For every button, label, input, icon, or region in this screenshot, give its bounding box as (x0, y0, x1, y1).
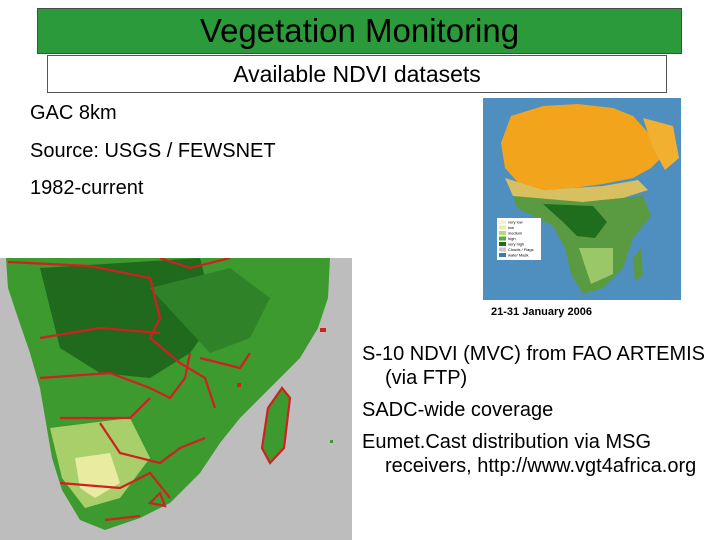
page-subtitle: Available NDVI datasets (233, 60, 481, 87)
sahel-region (505, 178, 648, 202)
dataset-resolution: GAC 8km (30, 102, 117, 124)
bullet-item: S-10 NDVI (MVC) from FAO ARTEMIS (via FT… (362, 343, 706, 389)
madagascar-shape (633, 248, 643, 282)
rainforest-region (543, 204, 607, 238)
dense-vegetation-east (150, 268, 270, 353)
dataset-source: Source: USGS / FEWSNET (30, 140, 276, 162)
bullet-item: Eumet.Cast distribution via MSG receiver… (362, 431, 697, 477)
southern-africa-ndvi-map (0, 258, 352, 540)
title-bar: Vegetation Monitoring (37, 8, 682, 54)
country-boundaries (7, 258, 292, 522)
bullet-item: SADC-wide coverage (362, 399, 554, 421)
africa-ndvi-map: very low low medium high very high Cloud… (483, 98, 681, 300)
legend-label: very high (508, 242, 524, 247)
island-marker (330, 440, 333, 443)
africa-map-caption: 21-31 January 2006 (491, 306, 592, 318)
africa-map-legend: very low low medium high very high Cloud… (497, 218, 541, 260)
dataset-period: 1982-current (30, 177, 144, 199)
bullet-list: S-10 NDVI (MVC) from FAO ARTEMIS (via FT… (362, 342, 712, 486)
legend-label: medium (508, 231, 523, 236)
legend-label: very low (508, 220, 523, 225)
subtitle-bar: Available NDVI datasets (47, 55, 667, 93)
south-africa-region (579, 248, 613, 284)
arabia-region (643, 118, 679, 170)
sahara-region (501, 104, 665, 190)
legend-label: water Mask (508, 253, 528, 258)
page-title: Vegetation Monitoring (199, 12, 520, 49)
legend-label: high (508, 236, 516, 241)
island-marker (237, 383, 241, 387)
legend-label: low (508, 225, 514, 230)
central-africa-region (513, 196, 651, 294)
island-marker (320, 328, 326, 332)
legend-label: Clouds / Flags (508, 247, 534, 252)
